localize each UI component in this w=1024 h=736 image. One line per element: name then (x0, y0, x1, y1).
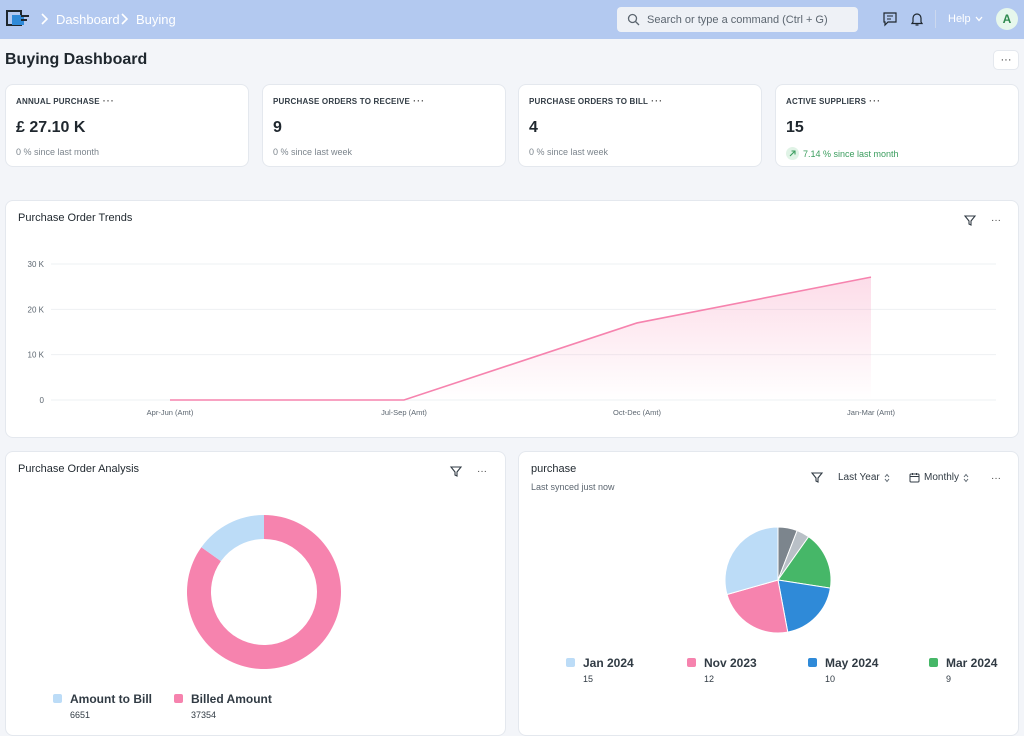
kpi-card-annual-purchase: ANNUAL PURCHASE ··· £ 27.10 K 0 % since l… (5, 84, 249, 167)
trend-up-icon (786, 147, 799, 160)
pie-slice[interactable] (724, 526, 779, 596)
kpi-menu-button[interactable]: ··· (413, 96, 426, 106)
legend-value: 6651 (70, 710, 91, 720)
period-select[interactable]: Last Year (838, 472, 890, 483)
legend-value: 10 (825, 674, 836, 684)
trend-chart: 0 10 K 20 K 30 K Apr-Jun (Amt) Jul-Sep (Amt) O… (28, 260, 996, 417)
avatar[interactable]: A (996, 8, 1018, 30)
bell-icon[interactable] (909, 11, 925, 27)
legend-value: 15 (583, 674, 594, 684)
top-navbar: Dashboard Buying Help A (0, 0, 1024, 39)
kpi-title: PURCHASE ORDERS TO BILL ··· (529, 96, 664, 106)
kpi-value: 15 (786, 119, 804, 136)
legend-label: Jan 2024 (583, 656, 634, 670)
x-tick-label: Apr-Jun (Amt) (147, 408, 194, 417)
pie-slice[interactable] (726, 579, 789, 634)
interval-select-value: Monthly (924, 472, 960, 483)
card-title: Purchase Order Trends (18, 212, 133, 224)
kpi-title: PURCHASE ORDERS TO RECEIVE ··· (273, 96, 426, 106)
pie-chart (724, 526, 832, 634)
legend-swatch (808, 658, 817, 667)
search-icon (627, 13, 640, 26)
app-logo-icon[interactable] (6, 9, 30, 29)
chevron-down-icon (975, 16, 983, 22)
page-title: Buying Dashboard (5, 51, 148, 68)
sort-arrows-icon (884, 473, 890, 482)
chat-icon[interactable] (882, 11, 898, 27)
legend-label: Nov 2023 (704, 656, 757, 670)
card-menu-button[interactable]: ··· (477, 465, 487, 477)
legend-swatch (929, 658, 938, 667)
x-tick-label: Jul-Sep (Amt) (381, 408, 427, 417)
card-menu-button[interactable]: ··· (991, 472, 1001, 484)
kpi-title: ACTIVE SUPPLIERS ··· (786, 96, 882, 106)
interval-select[interactable]: Monthly (909, 472, 969, 483)
card-title: Purchase Order Analysis (18, 463, 140, 475)
search-bar[interactable] (617, 7, 858, 32)
calendar-icon (909, 473, 920, 483)
breadcrumb-buying[interactable]: Buying (136, 12, 176, 27)
kpi-change: 7.14 % since last month (786, 147, 899, 160)
purchase-order-trends-card: Purchase Order Trends ··· 0 10 K 20 K 30 K A… (5, 200, 1019, 438)
nav-divider (935, 10, 936, 28)
legend-value: 12 (704, 674, 715, 684)
filter-icon[interactable] (449, 464, 463, 478)
legend-swatch (53, 694, 62, 703)
last-synced-text: Last synced just now (531, 482, 615, 492)
kpi-change: 0 % since last month (16, 147, 100, 157)
help-menu[interactable]: Help (948, 13, 983, 25)
legend-label: Mar 2024 (946, 656, 998, 670)
purchase-card: purchase Last synced just now Last Year … (518, 451, 1019, 736)
kpi-card-orders-to-receive: PURCHASE ORDERS TO RECEIVE ··· 9 0 % sinc… (262, 84, 506, 167)
chevron-right-icon (121, 13, 129, 25)
pie-slice[interactable] (777, 536, 832, 589)
pie-slice[interactable] (777, 579, 831, 633)
card-menu-button[interactable]: ··· (991, 214, 1001, 226)
y-tick-label: 0 (40, 396, 45, 405)
donut-slice[interactable] (187, 515, 341, 669)
legend-value: 37354 (191, 710, 217, 720)
legend-label: Billed Amount (191, 692, 272, 706)
x-tick-label: Jan-Mar (Amt) (847, 408, 895, 417)
kpi-change: 0 % since last week (273, 147, 353, 157)
search-input[interactable] (647, 7, 852, 32)
card-title: purchase (531, 463, 577, 475)
kpi-title: ANNUAL PURCHASE ··· (16, 96, 115, 106)
y-tick-label: 10 K (28, 351, 45, 360)
kpi-value: 9 (273, 119, 282, 136)
sort-arrows-icon (963, 473, 969, 482)
kpi-card-orders-to-bill: PURCHASE ORDERS TO BILL ··· 4 0 % since l… (518, 84, 762, 167)
legend-swatch (174, 694, 183, 703)
kpi-menu-button[interactable]: ··· (102, 96, 115, 106)
kpi-menu-button[interactable]: ··· (869, 96, 882, 106)
legend-value: 9 (946, 674, 952, 684)
help-label: Help (948, 13, 971, 25)
y-tick-label: 30 K (28, 260, 45, 269)
kpi-menu-button[interactable]: ··· (651, 96, 664, 106)
breadcrumb-dashboard[interactable]: Dashboard (56, 12, 120, 27)
purchase-order-analysis-card: Purchase Order Analysis ··· Amount to Bi… (5, 451, 506, 736)
donut-slice[interactable] (201, 515, 264, 562)
series-area (170, 277, 871, 400)
kpi-card-active-suppliers: ACTIVE SUPPLIERS ··· 15 7.14 % since last… (775, 84, 1019, 167)
legend-label: Amount to Bill (70, 692, 152, 706)
kpi-value: 4 (529, 119, 538, 136)
kpi-value: £ 27.10 K (16, 119, 86, 136)
donut-chart (187, 515, 341, 669)
filter-icon[interactable] (810, 470, 824, 484)
kpi-change: 0 % since last week (529, 147, 609, 157)
chevron-right-icon (41, 13, 49, 25)
series-line (170, 276, 872, 401)
legend-label: May 2024 (825, 656, 879, 670)
filter-icon[interactable] (963, 213, 977, 227)
y-tick-label: 20 K (28, 305, 45, 314)
period-select-value: Last Year (838, 472, 880, 483)
x-tick-label: Oct-Dec (Amt) (613, 408, 661, 417)
page-menu-button[interactable]: ··· (993, 50, 1019, 70)
legend-swatch (566, 658, 575, 667)
legend-swatch (687, 658, 696, 667)
